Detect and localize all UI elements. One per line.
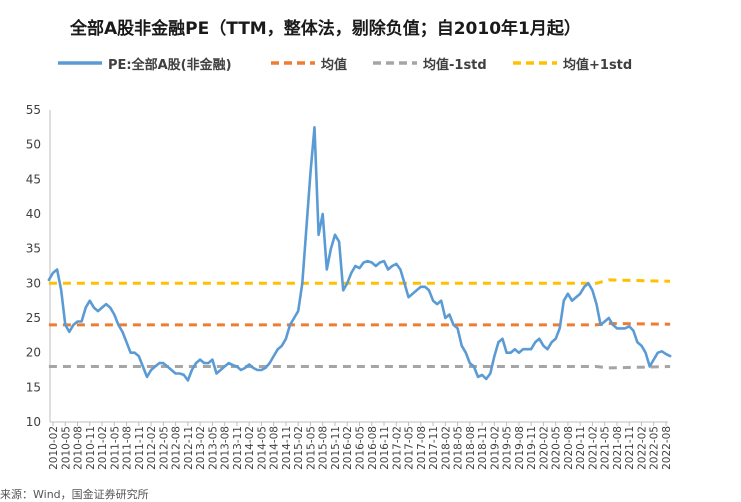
- y-tick-label: 30: [26, 276, 41, 290]
- chart-title: 全部A股非金融PE（TTM，整体法，剔除负值；自2010年1月起）: [70, 19, 581, 39]
- legend-label-mean-minus-std: 均值-1std: [423, 57, 487, 73]
- y-tick-label: 20: [26, 346, 41, 360]
- series-line-mean-plus-std: [48, 278, 671, 285]
- x-tick-label: 2017-08: [416, 426, 428, 470]
- x-tick-label: 2016-08: [367, 426, 379, 470]
- x-tick-label: 2018-05: [453, 426, 465, 470]
- x-tick-label: 2017-02: [391, 426, 403, 470]
- x-tick-label: 2021-02: [587, 426, 599, 470]
- legend-label-pe: PE:全部A股(非金融): [108, 57, 232, 73]
- x-tick-label: 2014-08: [269, 426, 281, 470]
- x-tick-label: 2017-05: [404, 426, 416, 470]
- x-tick-label: 2017-11: [428, 426, 440, 470]
- x-tick-label: 2022-05: [649, 426, 661, 470]
- x-tick-label: 2022-08: [661, 426, 673, 470]
- x-tick-label: 2016-05: [355, 426, 367, 470]
- x-tick-label: 2021-11: [624, 426, 636, 470]
- series-line-mean: [48, 322, 671, 327]
- x-tick-label: 2021-05: [600, 426, 612, 470]
- x-tick-label: 2010-02: [48, 426, 60, 470]
- y-tick-label: 15: [26, 380, 41, 394]
- legend-swatch-mean-plus-std-icon: [513, 61, 557, 65]
- x-tick-label: 2011-05: [109, 426, 121, 470]
- x-tick-label: 2019-02: [489, 426, 501, 470]
- legend-label-mean-plus-std: 均值+1std: [563, 57, 633, 73]
- legend-item-mean-plus-std: 均值+1std: [513, 52, 632, 74]
- x-tick-label: 2010-11: [85, 426, 97, 470]
- x-tick-label: 2019-08: [514, 426, 526, 470]
- x-tick-label: 2016-11: [379, 426, 391, 470]
- x-tick-label: 2018-11: [477, 426, 489, 470]
- x-tick-label: 2015-05: [305, 426, 317, 470]
- x-tick-label: 2015-11: [330, 426, 342, 470]
- x-tick-label: 2020-05: [551, 426, 563, 470]
- x-tick-label: 2019-11: [526, 426, 538, 470]
- legend-swatch-pe-icon: [58, 61, 102, 65]
- y-tick-label: 35: [26, 242, 41, 256]
- x-tick-label: 2019-05: [502, 426, 514, 470]
- legend-swatch-mean-icon: [271, 61, 315, 65]
- y-tick-label: 45: [26, 172, 41, 186]
- x-tick-label: 2013-08: [220, 426, 232, 470]
- legend-label-mean: 均值: [321, 57, 348, 73]
- x-tick-label: 2014-02: [244, 426, 256, 470]
- y-tick-label: 10: [26, 415, 41, 429]
- x-tick-label: 2010-08: [73, 426, 85, 470]
- x-tick-label: 2015-02: [293, 426, 305, 470]
- x-tick-label: 2012-11: [183, 426, 195, 470]
- x-tick-label: 2012-02: [146, 426, 158, 470]
- x-tick-label: 2013-05: [207, 426, 219, 470]
- x-tick-label: 2010-05: [60, 426, 72, 470]
- legend-item-mean-minus-std: 均值-1std: [373, 52, 487, 74]
- x-tick-label: 2020-11: [575, 426, 587, 470]
- x-tick-label: 2020-02: [538, 426, 550, 470]
- x-tick-label: 2022-02: [636, 426, 648, 470]
- x-tick-label: 2013-11: [232, 426, 244, 470]
- x-tick-label: 2013-02: [195, 426, 207, 470]
- x-tick-label: 2011-08: [122, 426, 134, 470]
- source-note: 来源：Wind，国金证券研究所: [0, 488, 149, 501]
- series-line-mean-minus-std: [48, 365, 671, 370]
- x-tick-label: 2015-08: [318, 426, 330, 470]
- x-tick-label: 2011-11: [134, 426, 146, 470]
- legend-item-pe: PE:全部A股(非金融): [58, 52, 232, 74]
- x-tick-label: 2012-05: [158, 426, 170, 470]
- x-tick-label: 2012-08: [171, 426, 183, 470]
- x-tick-label: 2014-11: [281, 426, 293, 470]
- y-tick-label: 40: [26, 207, 41, 221]
- x-tick-label: 2016-02: [342, 426, 354, 470]
- y-tick-label: 55: [26, 103, 41, 117]
- legend-item-mean: 均值: [271, 52, 347, 74]
- series-line-pe: [47, 126, 672, 382]
- y-tick-label: 25: [26, 311, 41, 325]
- x-tick-label: 2011-02: [97, 426, 109, 470]
- y-tick-label: 50: [26, 138, 41, 152]
- x-tick-label: 2021-08: [612, 426, 624, 470]
- x-tick-label: 2018-08: [465, 426, 477, 470]
- x-tick-label: 2014-05: [256, 426, 268, 470]
- legend-swatch-mean-minus-std-icon: [373, 61, 417, 65]
- x-tick-label: 2020-08: [563, 426, 575, 470]
- x-tick-label: 2018-02: [440, 426, 452, 470]
